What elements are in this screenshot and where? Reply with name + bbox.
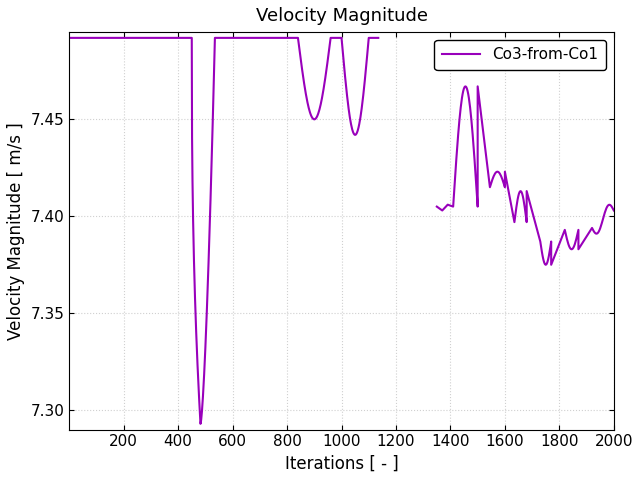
Y-axis label: Velocity Magnitude [ m/s ]: Velocity Magnitude [ m/s ] <box>7 122 25 340</box>
Co3-from-Co1 <box>469 140 477 145</box>
Co3-from-Co1 <box>502 176 510 182</box>
Legend: Co3-from-Co1: Co3-from-Co1 <box>435 40 606 70</box>
X-axis label: Iterations [ - ]: Iterations [ - ] <box>285 455 398 473</box>
Co3-from-Co1 <box>521 204 529 210</box>
Title: Velocity Magnitude: Velocity Magnitude <box>255 7 428 25</box>
Co3-from-Co1 <box>191 309 199 314</box>
Co3-from-Co1 <box>610 208 618 214</box>
Co3-from-Co1 <box>569 246 577 252</box>
Line: Co3-from-Co1: Co3-from-Co1 <box>69 38 614 424</box>
Co3-from-Co1 <box>559 232 566 238</box>
Co3-from-Co1 <box>65 35 73 41</box>
